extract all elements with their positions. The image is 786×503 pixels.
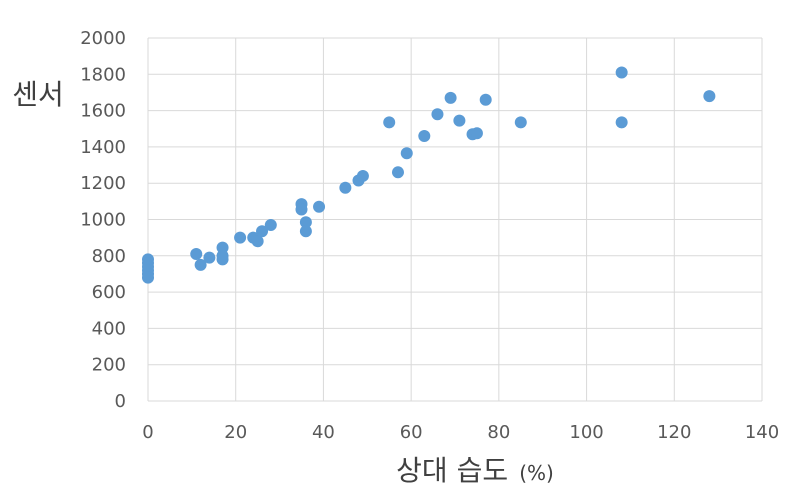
x-tick-label: 40 <box>312 422 335 443</box>
data-point <box>299 216 312 229</box>
y-tick-label: 1400 <box>80 137 126 158</box>
y-tick-label: 1000 <box>80 210 126 231</box>
data-point <box>339 181 352 194</box>
y-tick-label: 200 <box>92 355 126 376</box>
y-tick-label: 1200 <box>80 173 126 194</box>
data-point <box>256 225 269 238</box>
data-point <box>453 114 466 127</box>
data-point <box>299 225 312 238</box>
x-axis-title-unit: (%) <box>519 461 554 485</box>
data-point <box>391 166 404 179</box>
y-tick-label: 1800 <box>80 64 126 85</box>
x-tick-label: 60 <box>400 422 423 443</box>
data-point <box>615 66 628 79</box>
y-tick-label: 800 <box>92 246 126 267</box>
y-tick-label: 1600 <box>80 101 126 122</box>
x-axis-title-text: 상대 습도 <box>396 454 508 487</box>
data-point <box>234 231 247 244</box>
grid-lines <box>147 37 763 402</box>
data-point <box>418 130 431 143</box>
data-point <box>356 169 369 182</box>
data-point <box>190 247 203 260</box>
data-point <box>470 127 483 140</box>
data-points <box>142 66 716 284</box>
x-tick-label: 80 <box>487 422 510 443</box>
y-tick-label: 600 <box>92 282 126 303</box>
data-point <box>264 218 277 231</box>
data-point <box>444 91 457 104</box>
data-point <box>514 116 527 129</box>
data-point <box>313 200 326 213</box>
data-point <box>479 93 492 106</box>
data-point <box>251 235 264 248</box>
x-tick-label: 20 <box>224 422 247 443</box>
x-axis-tick-labels: 0 20 40 60 80 100 120 140 <box>142 422 779 443</box>
x-tick-label: 120 <box>657 422 691 443</box>
y-axis-title: 센서 <box>12 78 64 111</box>
y-tick-label: 0 <box>115 391 126 412</box>
data-point <box>615 116 628 129</box>
data-point <box>295 203 308 216</box>
x-tick-label: 0 <box>142 422 153 443</box>
data-point <box>216 253 229 266</box>
data-point <box>142 271 154 284</box>
y-tick-label: 2000 <box>80 28 126 49</box>
data-point <box>703 90 716 103</box>
x-tick-label: 140 <box>745 422 779 443</box>
x-axis-title: 상대 습도 (%) <box>396 454 554 487</box>
data-point <box>431 108 444 121</box>
data-point <box>383 116 396 129</box>
data-point <box>203 251 216 264</box>
x-tick-label: 100 <box>569 422 603 443</box>
data-point <box>194 258 207 271</box>
data-point <box>400 147 413 160</box>
y-axis-tick-labels: 0 200 400 600 800 1000 1200 1400 1600 1800 2000 <box>80 28 126 412</box>
y-tick-label: 400 <box>92 318 126 339</box>
